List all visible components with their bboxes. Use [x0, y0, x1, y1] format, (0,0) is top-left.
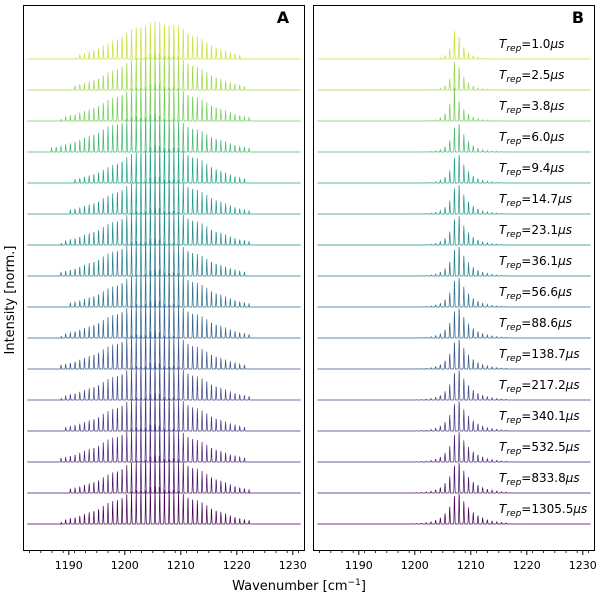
- panel-b-spectrum-13: [317, 401, 591, 432]
- y-axis-label: Intensity [norm.]: [3, 246, 18, 355]
- panel-a-xticks: 1190 1200 1210 1220 1230: [29, 550, 307, 572]
- panel-b-label: B: [572, 8, 584, 27]
- panel-a-spectrum-15: [27, 455, 301, 494]
- panel-a: [27, 21, 301, 525]
- panel-b-spectrum-6: [317, 185, 591, 215]
- panel-a-spectrum-2: [27, 52, 301, 91]
- x-axis-label: Wavenumber [cm−1]: [232, 578, 366, 594]
- xtick-label: 1210: [457, 559, 485, 572]
- panel-b-spectrum-8: [317, 246, 591, 277]
- trep-label: Trep=23.1μs: [499, 223, 572, 240]
- trep-label: Trep=3.8μs: [499, 99, 564, 116]
- x-axis-label-main: Wavenumber [cm: [232, 579, 347, 594]
- panel-b-spectrum-1: [317, 31, 591, 60]
- trep-label: Trep=138.7μs: [499, 347, 580, 364]
- xtick-label: 1220: [223, 559, 251, 572]
- panel-a-spectrum-13: [27, 392, 301, 432]
- trep-label: Trep=833.8μs: [499, 471, 580, 488]
- panel-b-spectrum-16: [317, 493, 591, 525]
- panel-a-spectrum-7: [27, 206, 301, 246]
- xtick-label: 1230: [569, 559, 597, 572]
- xtick-label: 1200: [111, 559, 139, 572]
- panel-b-spectrum-3: [317, 87, 591, 122]
- xtick-label: 1200: [401, 559, 429, 572]
- trep-labels: Trep=1.0μs Trep=2.5μs Trep=3.8μs Trep=6.0μs…: [499, 37, 587, 519]
- trep-label: Trep=14.7μs: [499, 192, 572, 209]
- panel-a-label: A: [277, 8, 290, 27]
- trep-label: Trep=36.1μs: [499, 254, 572, 271]
- panel-b: [317, 31, 591, 525]
- panel-a-spectrum-9: [27, 269, 301, 308]
- trep-label: Trep=6.0μs: [499, 130, 564, 147]
- panel-b-spectrum-4: [317, 124, 591, 153]
- panel-b-spectrum-12: [317, 370, 591, 401]
- panel-a-spectrum-11: [27, 331, 301, 370]
- panel-a-spectrum-1: [27, 21, 301, 60]
- xtick-label: 1220: [513, 559, 541, 572]
- trep-label: Trep=88.6μs: [499, 316, 572, 333]
- panel-b-spectrum-9: [317, 277, 591, 308]
- x-axis-label-end: ]: [361, 579, 366, 594]
- panel-b-spectrum-10: [317, 308, 591, 339]
- trep-label: Trep=1.0μs: [499, 37, 564, 54]
- xtick-label: 1210: [167, 559, 195, 572]
- panel-b-xticks: 1190 1200 1210 1220 1230: [319, 550, 597, 572]
- panel-a-spectrum-6: [27, 176, 301, 215]
- panel-a-spectrum-8: [27, 238, 301, 277]
- panel-b-spectrum-2: [317, 61, 591, 91]
- panel-a-spectrum-4: [27, 114, 301, 153]
- panel-a-spectrum-16: [27, 485, 301, 525]
- panel-a-spectrum-14: [27, 424, 301, 463]
- trep-label: Trep=56.6μs: [499, 285, 572, 302]
- trep-label: Trep=340.1μs: [499, 409, 580, 426]
- panel-b-spectrum-11: [317, 339, 591, 370]
- panel-b-spectrum-15: [317, 462, 591, 494]
- panel-a-spectrum-12: [27, 361, 301, 401]
- x-axis-label-sup: −1: [348, 578, 361, 588]
- xtick-label: 1190: [345, 559, 373, 572]
- trep-label: Trep=9.4μs: [499, 161, 564, 178]
- trep-label: Trep=2.5μs: [499, 68, 564, 85]
- panel-b-spectrum-5: [317, 154, 591, 184]
- xtick-label: 1190: [55, 559, 83, 572]
- trep-label: Trep=532.5μs: [499, 440, 580, 457]
- panel-a-spectrum-5: [27, 145, 301, 184]
- panel-a-spectrum-10: [27, 299, 301, 339]
- panel-a-spectrum-3: [27, 82, 301, 122]
- xtick-label: 1230: [279, 559, 307, 572]
- trep-label: Trep=217.2μs: [499, 378, 580, 395]
- panel-b-spectrum-7: [317, 216, 591, 246]
- panel-b-spectrum-14: [317, 432, 591, 463]
- trep-label: Trep=1305.5μs: [499, 502, 587, 519]
